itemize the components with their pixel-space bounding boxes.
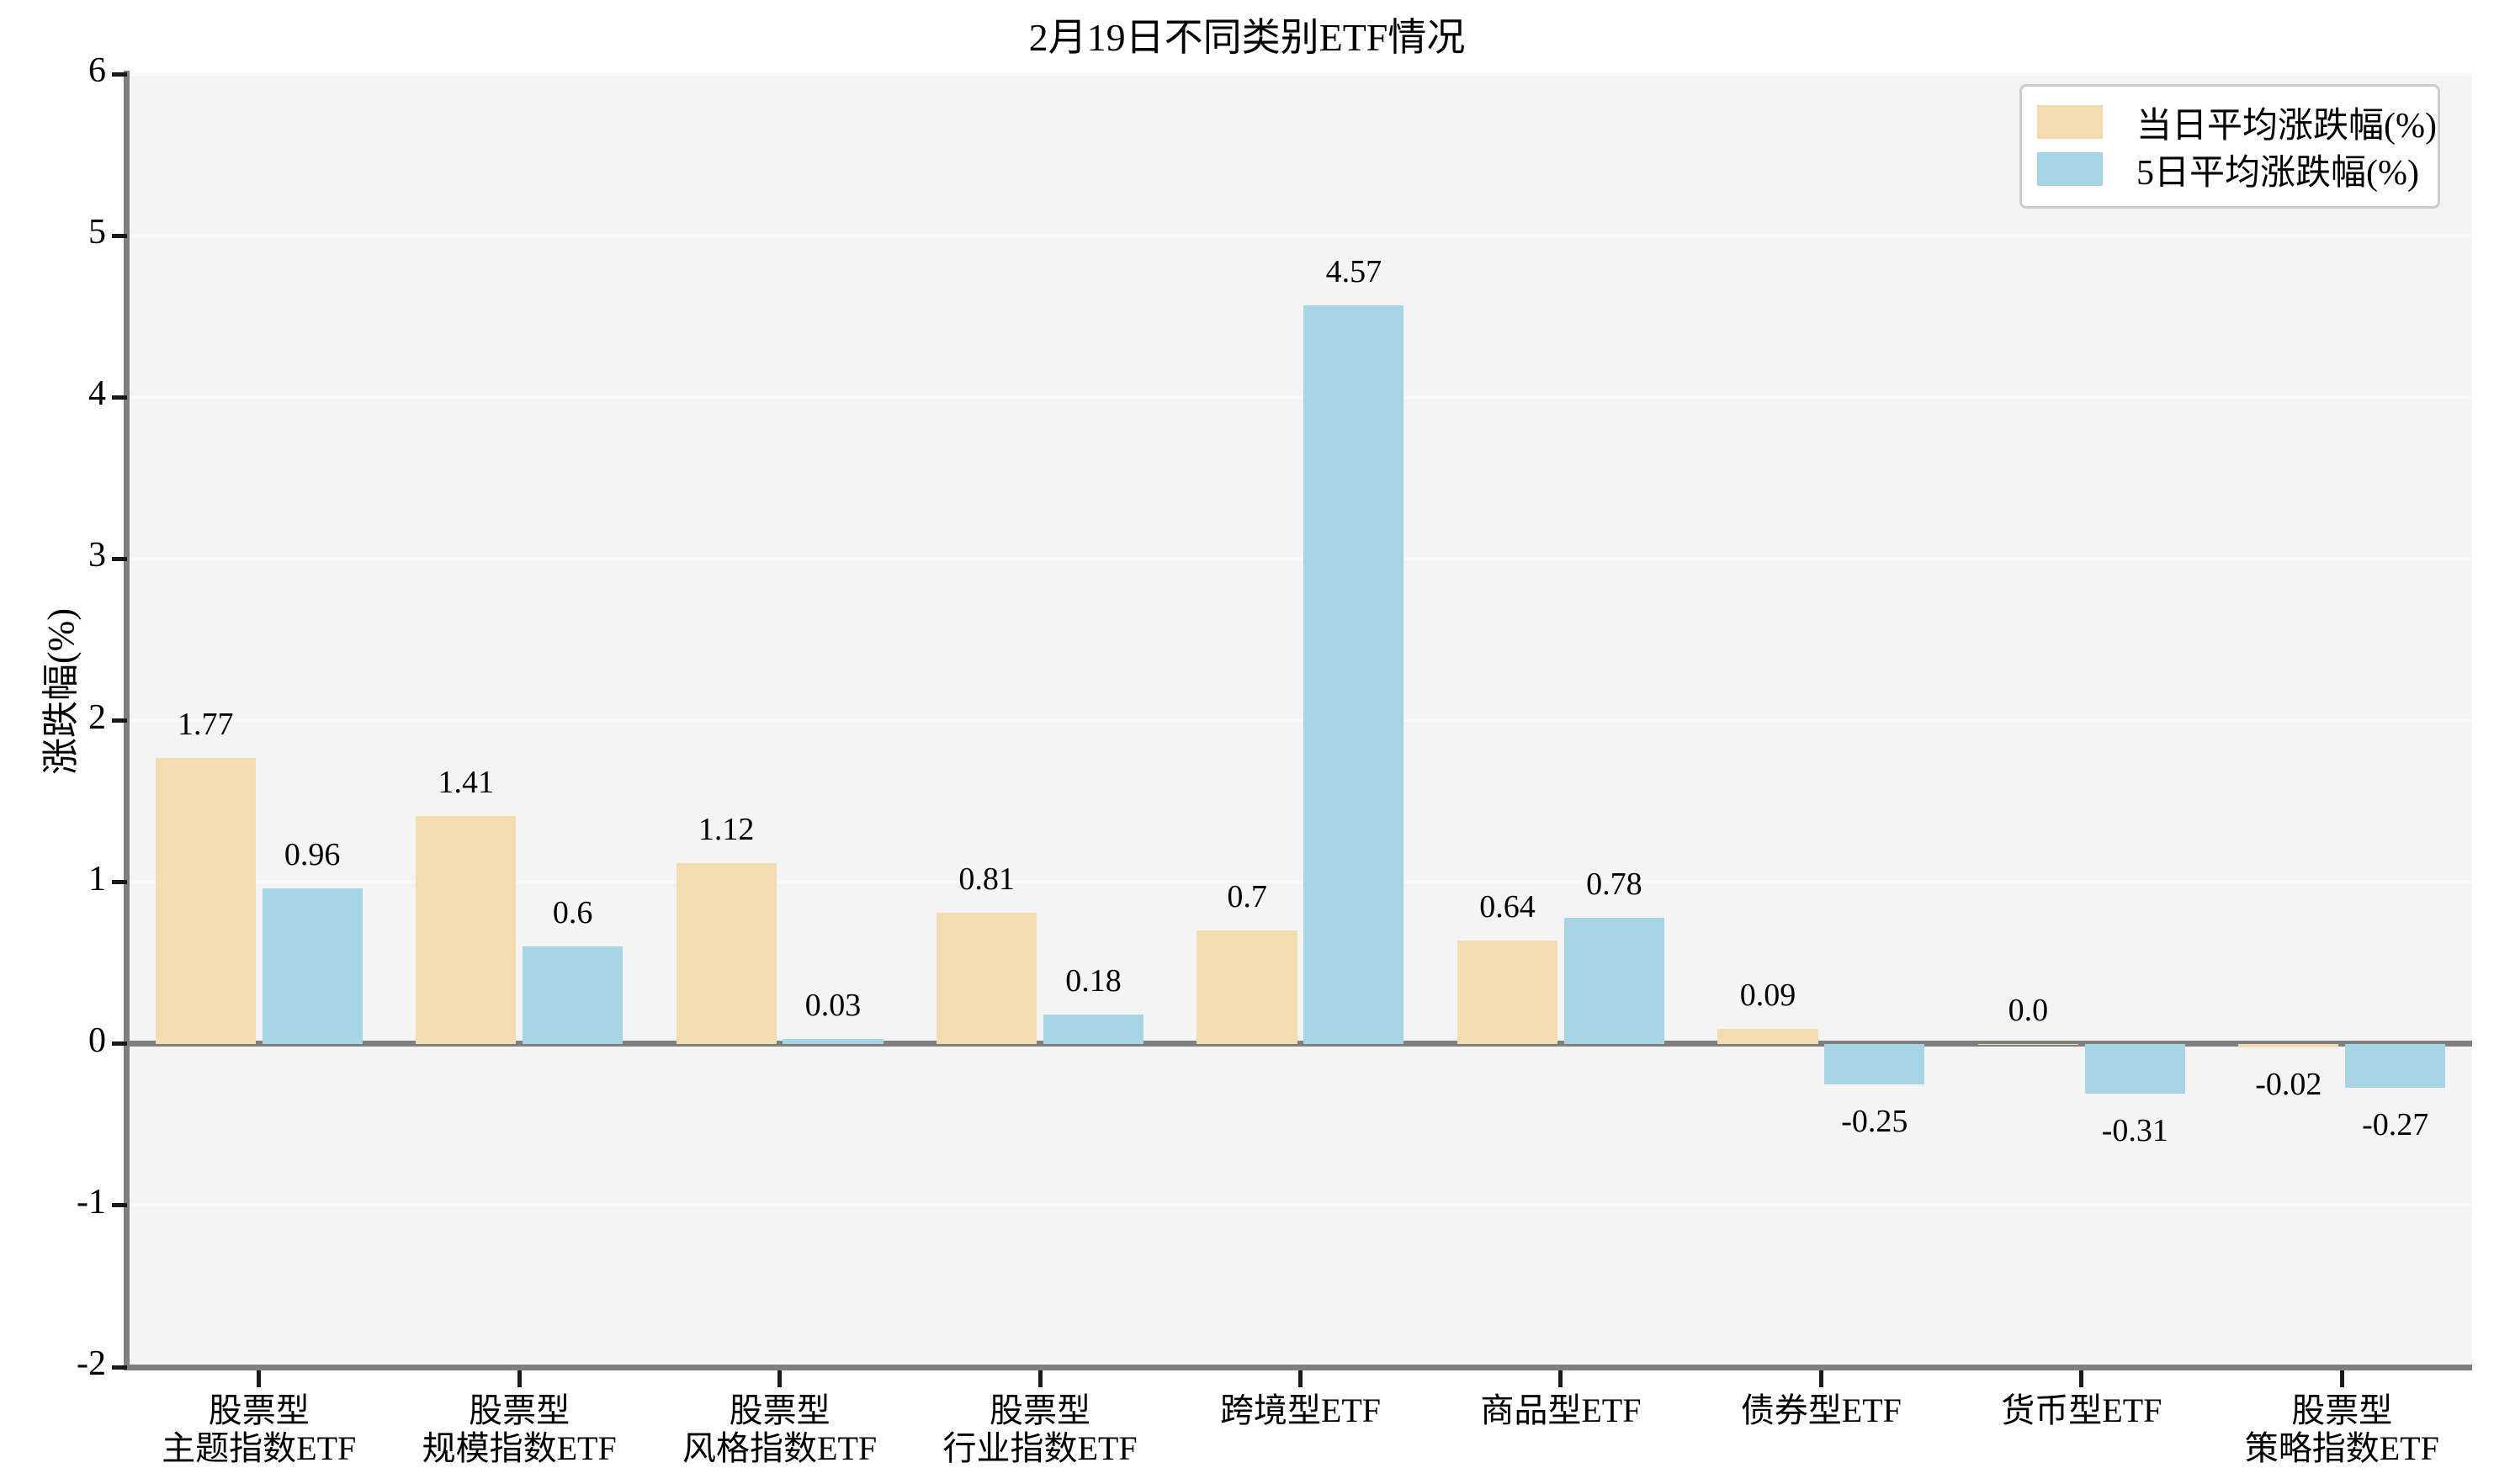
bar-value-label: 0.03 (804, 987, 862, 1023)
x-tick (257, 1370, 262, 1387)
bar-value-label: 0.18 (1065, 963, 1122, 999)
bar[interactable] (1043, 1015, 1144, 1044)
bar[interactable] (2084, 1043, 2185, 1094)
y-tick-label: 1 (88, 859, 106, 898)
y-tick (112, 233, 127, 238)
chart-legend: 当日平均涨跌幅(%) 5日平均涨跌幅(%) (2019, 84, 2440, 209)
bar-value-label: 1.41 (438, 764, 494, 800)
legend-label-five-day: 5日平均涨跌幅(%) (2136, 153, 2419, 193)
chart-title: 2月19日不同类别ETF情况 (1028, 16, 1466, 59)
gridline (129, 1204, 2472, 1207)
bar[interactable] (783, 1038, 884, 1044)
bar-value-label: 0.78 (1586, 866, 1642, 902)
bar[interactable] (2238, 1043, 2339, 1047)
gridline (129, 881, 2472, 884)
gridline (129, 395, 2472, 399)
x-tick-label: 货币型ETF (2001, 1391, 2162, 1429)
bar-value-label: 4.57 (1325, 253, 1382, 289)
bar[interactable] (262, 888, 363, 1044)
y-tick (112, 1203, 127, 1208)
y-tick (112, 718, 127, 723)
y-tick (112, 556, 127, 561)
bar-value-label: 0.96 (284, 837, 341, 873)
y-tick (112, 880, 127, 885)
x-tick-label: 股票型 规模指数ETF (422, 1391, 617, 1467)
x-tick (777, 1370, 783, 1387)
bar[interactable] (1824, 1043, 1925, 1084)
x-tick (1298, 1370, 1303, 1387)
legend-item-1[interactable]: 5日平均涨跌幅(%) (2037, 146, 2422, 193)
y-tick (112, 1041, 127, 1047)
bar[interactable] (416, 815, 517, 1044)
bar[interactable] (1457, 940, 1558, 1044)
bar[interactable] (1303, 305, 1404, 1044)
bar[interactable] (1977, 1043, 2078, 1045)
plot-area (129, 72, 2472, 1369)
x-tick (2339, 1370, 2344, 1387)
bar-value-label: 0.7 (1227, 879, 1267, 915)
y-tick-label: 5 (88, 213, 106, 252)
bar[interactable] (2345, 1043, 2446, 1088)
zero-baseline (129, 1041, 2472, 1047)
x-tick (1818, 1370, 1823, 1387)
bar-value-label: 0.0 (2008, 992, 2049, 1028)
bar[interactable] (1563, 917, 1664, 1044)
gridline (129, 719, 2472, 722)
y-tick-label: 0 (88, 1020, 106, 1060)
x-tick (2079, 1370, 2084, 1387)
x-tick-label: 股票型 主题指数ETF (162, 1391, 357, 1467)
legend-label-current-day: 当日平均涨跌幅(%) (2136, 106, 2437, 146)
x-tick (517, 1370, 522, 1387)
y-tick-label: 4 (88, 374, 106, 414)
x-tick-label: 跨境型ETF (1219, 1391, 1382, 1429)
y-tick-label: -2 (77, 1344, 106, 1383)
bar-value-label: -0.31 (2101, 1113, 2168, 1149)
gridline (129, 234, 2472, 237)
x-axis-spine (129, 1365, 2472, 1370)
gridline (129, 72, 2472, 76)
y-tick (112, 395, 127, 400)
x-tick (1558, 1370, 1563, 1387)
y-tick-label: 2 (88, 697, 106, 737)
bar-value-label: 0.6 (552, 895, 593, 931)
bar-value-label: 1.12 (698, 811, 755, 847)
bar[interactable] (937, 913, 1037, 1044)
x-tick-label: 股票型 行业指数ETF (942, 1391, 1138, 1467)
bar[interactable] (1197, 930, 1297, 1044)
x-tick (1037, 1370, 1043, 1387)
bar-value-label: 0.64 (1479, 888, 1536, 925)
y-axis-title: 涨跌幅(%) (40, 608, 82, 775)
x-tick-label: 债券型ETF (1740, 1391, 1902, 1429)
y-tick (112, 1365, 127, 1370)
bar-value-label: 0.09 (1739, 978, 1796, 1014)
bar-value-label: 1.77 (178, 706, 234, 742)
bar-value-label: -0.27 (2362, 1106, 2429, 1142)
y-tick-label: 6 (88, 51, 106, 90)
legend-item-0[interactable]: 当日平均涨跌幅(%) (2037, 98, 2437, 146)
y-tick (112, 72, 127, 77)
bar[interactable] (523, 946, 624, 1044)
bar[interactable] (155, 757, 256, 1044)
legend-swatch-five-day (2037, 152, 2103, 186)
x-tick-label: 股票型 策略指数ETF (2244, 1391, 2439, 1467)
y-tick-label: -1 (77, 1182, 106, 1222)
bar[interactable] (676, 862, 777, 1044)
bar-value-label: -0.25 (1841, 1103, 1908, 1139)
bar-value-label: -0.02 (2255, 1066, 2322, 1102)
bar-value-label: 0.81 (958, 861, 1015, 898)
y-tick-label: 3 (88, 536, 106, 575)
bar[interactable] (1717, 1029, 1818, 1044)
x-tick-label: 商品型ETF (1480, 1391, 1642, 1429)
legend-swatch-current-day (2037, 105, 2103, 139)
x-tick-label: 股票型 风格指数ETF (682, 1391, 878, 1467)
gridline (129, 557, 2472, 560)
